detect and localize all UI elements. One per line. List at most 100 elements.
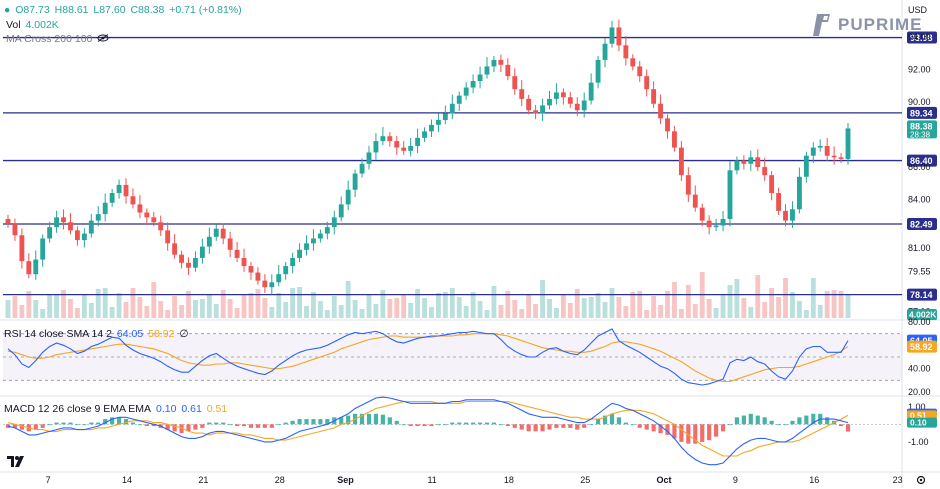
candle-body xyxy=(373,141,379,153)
volume-bar xyxy=(692,304,698,318)
macd-histogram-bar xyxy=(464,422,469,425)
candle-body xyxy=(387,136,393,142)
volume-series xyxy=(5,272,851,318)
macd-histogram-bar xyxy=(200,424,205,428)
candle-body xyxy=(838,157,844,159)
candle-body xyxy=(193,257,198,268)
volume-bar xyxy=(311,292,316,318)
ma-header[interactable]: MA Cross 200 100 xyxy=(6,33,111,45)
candle-body xyxy=(609,27,615,44)
macd-histogram-bar xyxy=(82,424,87,426)
macd-histogram-bar xyxy=(582,424,587,428)
macd-histogram-bar xyxy=(304,419,309,425)
candle-body xyxy=(88,220,94,234)
tradingview-logo[interactable] xyxy=(6,454,28,471)
volume-bar xyxy=(234,308,240,318)
macd-histogram-bar xyxy=(734,417,740,425)
rsi-sma-tag xyxy=(907,340,937,353)
candle-body xyxy=(199,246,205,258)
candle-body xyxy=(165,230,171,244)
currency-label[interactable]: USD xyxy=(908,5,928,15)
candle-body xyxy=(783,210,788,221)
macd-histogram-bar xyxy=(172,424,177,432)
level-tag-label: 82.49 xyxy=(910,220,933,230)
macd-histogram-bar xyxy=(436,424,441,426)
candle-body xyxy=(651,89,657,104)
volume-bar xyxy=(61,290,66,318)
macd-histogram-bar xyxy=(33,424,38,430)
settings-icon[interactable] xyxy=(915,474,927,489)
macd-histogram-bar xyxy=(110,417,115,425)
volume-bar xyxy=(713,308,719,318)
candle-body xyxy=(380,136,386,142)
macd-histogram-bar xyxy=(19,424,24,430)
volume-bar xyxy=(790,292,795,318)
volume-bar xyxy=(102,288,108,318)
candle-body xyxy=(19,235,25,262)
macd-value-tag-label: 0.10 xyxy=(910,418,927,428)
candle-body xyxy=(206,236,212,247)
price-axis-tick: 94.00 xyxy=(908,32,931,42)
volume-bar xyxy=(547,299,552,318)
candle-body xyxy=(699,207,705,221)
volume-bar xyxy=(554,308,559,318)
volume-bar xyxy=(109,307,115,318)
volume-bar xyxy=(442,292,448,318)
macd-histogram-bar xyxy=(540,424,545,432)
candle-body xyxy=(366,152,372,164)
macd-histogram-bar xyxy=(235,424,240,427)
price-axis-tick: 84.00 xyxy=(908,195,931,205)
candle-body xyxy=(276,274,282,283)
candle-body xyxy=(449,103,455,114)
candle-body xyxy=(547,98,552,106)
candle-body xyxy=(248,266,254,273)
volume-bar xyxy=(491,286,497,318)
macd-header-a: 0.10 xyxy=(155,403,177,415)
rsi-axis-tick: 80.00 xyxy=(908,317,931,327)
macd-histogram-bar xyxy=(748,413,753,425)
volume-bar xyxy=(672,282,677,318)
candle-body xyxy=(560,92,566,98)
level-tag-label: 93.98 xyxy=(910,33,933,43)
open-value: O87.73 xyxy=(15,4,50,16)
volume-bar xyxy=(796,301,802,318)
macd-histogram-bar xyxy=(554,424,559,428)
macd-histogram-bar xyxy=(429,424,434,427)
candle-body xyxy=(144,212,150,218)
volume-bar xyxy=(637,291,643,318)
eye-icon[interactable] xyxy=(97,33,109,45)
volume-bar xyxy=(415,289,421,318)
level-tag xyxy=(907,31,937,44)
macd-histogram-bar xyxy=(89,422,94,425)
candle-body xyxy=(304,243,309,250)
volume-bar xyxy=(838,291,844,318)
macd-histogram-bar xyxy=(47,424,52,426)
volume-bar xyxy=(338,305,344,318)
macd-histogram-bar xyxy=(693,424,698,444)
macd-histogram-bar xyxy=(297,419,302,425)
candle-body xyxy=(623,45,629,59)
candle-body xyxy=(498,59,504,65)
volume-bar xyxy=(130,288,136,318)
volume-bar xyxy=(762,302,768,318)
price-axis-tick: 90.00 xyxy=(908,97,931,107)
volume-bar xyxy=(19,305,25,318)
level-tag-label: 86.40 xyxy=(910,156,933,166)
macd-histogram-bar xyxy=(394,420,399,425)
candle-body xyxy=(685,175,691,195)
macd-histogram-bar xyxy=(422,424,427,427)
macd-histogram-bar xyxy=(61,422,66,425)
macd-histogram-bar xyxy=(311,419,316,425)
candle-body xyxy=(616,27,622,46)
time-axis-tick: 14 xyxy=(122,475,132,485)
volume-bar xyxy=(359,309,365,318)
macd-histogram-bar xyxy=(762,417,767,425)
status-dot-icon: ● xyxy=(4,4,11,16)
candle-body xyxy=(359,163,365,174)
macd-histogram-bar xyxy=(665,424,670,435)
rsi-header-extra: ∅ xyxy=(179,328,189,340)
volume-bar xyxy=(720,294,726,318)
candle-body xyxy=(727,170,733,219)
time-axis-tick: 25 xyxy=(580,475,590,485)
